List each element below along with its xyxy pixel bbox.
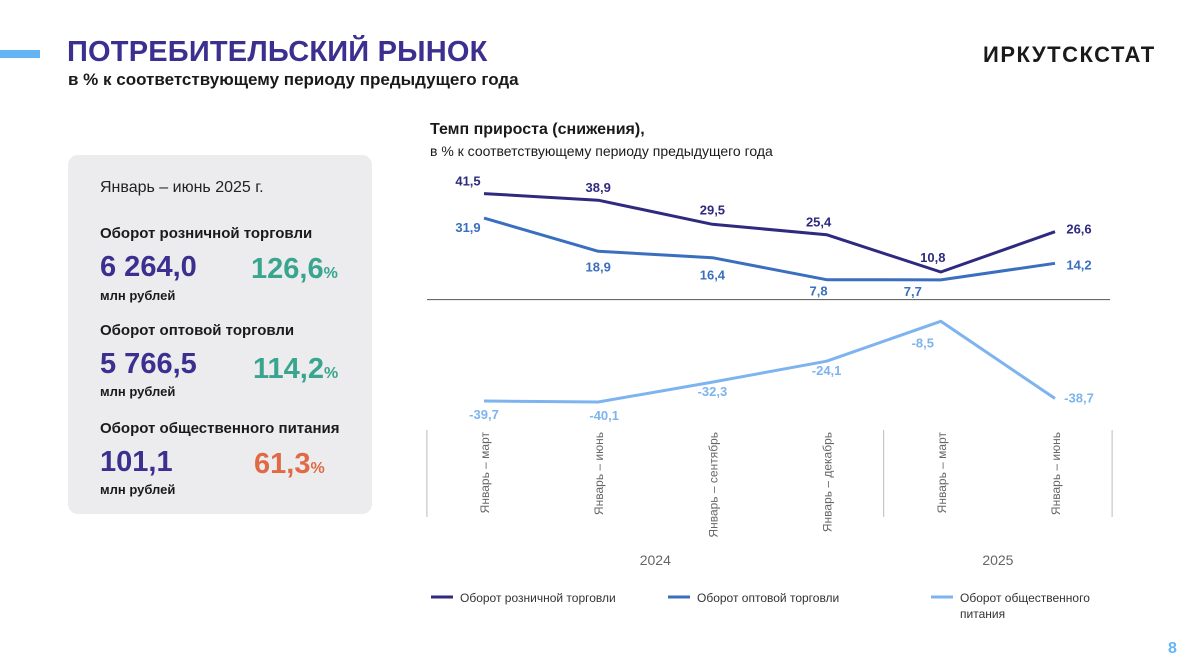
wholesale-percent-value: 114,2 <box>253 353 324 385</box>
retail-label: Оборот розничной торговли <box>100 225 313 242</box>
chart-subtitle: в % к соответствующему периоду предыдуще… <box>430 143 773 159</box>
catering-label: Оборот общественного питания <box>100 420 340 437</box>
catering-percent-sign: % <box>310 460 325 477</box>
irkutskstat-logo: ИРКУТСКСТАТ <box>983 42 1156 67</box>
data-label: 7,8 <box>810 284 828 299</box>
wholesale-percent-sign: % <box>323 365 339 382</box>
retail-percent-value: 126,6 <box>251 253 324 285</box>
x-tick-label: Январь – июнь <box>592 432 606 515</box>
legend-label: Оборот оптовой торговли <box>697 591 839 605</box>
x-tick-label: Январь – март <box>935 432 949 514</box>
wholesale-value: 5 766,5 <box>100 348 197 380</box>
x-tick-label: Январь – март <box>478 432 492 514</box>
card-period: Январь – июнь 2025 г. <box>100 179 264 196</box>
legend-label: Оборот общественного питания <box>960 591 1090 621</box>
data-label: 14,2 <box>1066 257 1091 272</box>
data-label: -24,1 <box>812 363 842 378</box>
x-tick-label: Январь – сентябрь <box>706 432 720 538</box>
series-line <box>483 319 1056 404</box>
data-label: 18,9 <box>586 259 611 274</box>
page-subtitle: в % к соответствующему периоду предыдуще… <box>68 70 519 89</box>
data-label: 26,6 <box>1066 222 1091 237</box>
year-label: 2025 <box>982 552 1013 568</box>
page-number: 8 <box>1168 640 1177 657</box>
catering-percent: 61,3% <box>254 448 325 481</box>
data-label: 10,8 <box>920 250 945 265</box>
data-label: 25,4 <box>806 215 832 230</box>
catering-unit: млн рублей <box>100 482 176 497</box>
series-line <box>483 192 1056 274</box>
data-label: -8,5 <box>912 335 934 350</box>
catering-value: 101,1 <box>100 446 173 478</box>
data-label: 7,7 <box>904 284 922 299</box>
wholesale-unit: млн рублей <box>100 384 176 399</box>
data-label: -38,7 <box>1064 390 1094 405</box>
x-tick-label: Январь – декабрь <box>821 432 835 532</box>
retail-percent-sign: % <box>323 265 338 282</box>
catering-percent-value: 61,3 <box>254 448 311 480</box>
retail-percent: 126,6% <box>251 253 338 286</box>
legend-label: Оборот розничной торговли <box>460 591 616 605</box>
chart-title: Темп прироста (снижения), <box>430 121 645 138</box>
data-label: 41,5 <box>455 174 480 189</box>
retail-unit: млн рублей <box>100 288 176 303</box>
x-tick-label: Январь – июнь <box>1049 432 1063 515</box>
data-label: -40,1 <box>589 408 619 423</box>
data-label: 29,5 <box>700 202 725 217</box>
data-label: 31,9 <box>455 220 480 235</box>
data-label: -32,3 <box>698 384 728 399</box>
page-title: ПОТРЕБИТЕЛЬСКИЙ РЫНОК <box>67 36 488 68</box>
data-label: 38,9 <box>586 180 611 195</box>
series-line <box>483 216 1056 282</box>
data-label: -39,7 <box>469 407 499 422</box>
wholesale-label: Оборот оптовой торговли <box>100 322 295 339</box>
accent-bar <box>0 50 40 58</box>
retail-value: 6 264,0 <box>100 251 197 283</box>
wholesale-percent: 114,2% <box>253 353 338 386</box>
year-label: 2024 <box>640 552 671 568</box>
data-label: 16,4 <box>700 268 726 283</box>
summary-card: Январь – июнь 2025 г. Оборот розничной т… <box>68 155 372 514</box>
